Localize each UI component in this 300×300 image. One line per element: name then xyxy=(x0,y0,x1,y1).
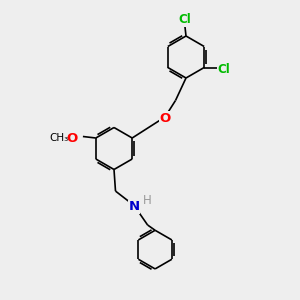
Text: Cl: Cl xyxy=(178,13,191,26)
Text: O: O xyxy=(159,112,171,125)
Text: CH₃: CH₃ xyxy=(50,133,69,142)
Text: N: N xyxy=(128,200,140,214)
Text: H: H xyxy=(142,194,151,207)
Text: Cl: Cl xyxy=(217,62,230,76)
Text: O: O xyxy=(67,131,78,145)
